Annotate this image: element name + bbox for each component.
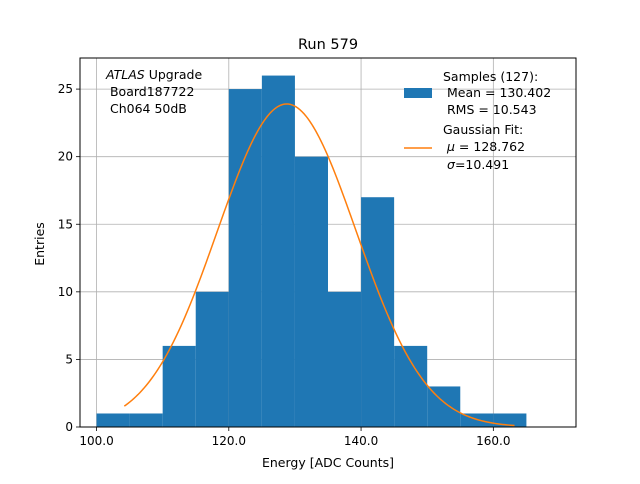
x-tick-label-3: 160.0: [476, 434, 510, 448]
y-tick-label-2: 10: [58, 285, 73, 299]
x-axis-label: Energy [ADC Counts]: [262, 455, 394, 470]
legend-sigma-value: =10.491: [455, 157, 509, 172]
legend: Samples (127): Mean = 130.402 RMS = 10.5…: [404, 69, 551, 172]
x-tick-label-0: 100.0: [79, 434, 113, 448]
histogram-bar-5: [261, 75, 295, 428]
legend-samples-mean: Mean = 130.402: [443, 85, 551, 100]
gaussian-fit-curve: [123, 103, 515, 427]
annotation-atlas: ATLAS: [105, 67, 145, 82]
x-tick-label-2: 140.0: [344, 434, 378, 448]
histogram-bar-8: [361, 197, 395, 427]
y-tick-label-1: 5: [65, 352, 73, 366]
histogram-bar-9: [394, 345, 428, 427]
y-tick-label-5: 25: [58, 82, 73, 96]
y-axis-label: Entries: [32, 222, 47, 266]
legend-fit-sigma: σ=10.491: [447, 157, 509, 172]
annotation-line-3: Ch064 50dB: [106, 101, 187, 116]
y-tick-label-4: 20: [58, 150, 73, 164]
y-tick-label-3: 15: [58, 217, 73, 231]
legend-samples-rms: RMS = 10.543: [443, 102, 537, 117]
plot-frame: [79, 57, 577, 428]
legend-fit-title: Gaussian Fit:: [443, 122, 523, 137]
histogram-bar-1: [129, 413, 163, 427]
histogram-bars: [96, 75, 527, 428]
axis-ticks: 100.0 120.0 140.0 160.0 0 5 10 15 20 25: [58, 82, 511, 448]
annotation-line-1: ATLAS Upgrade: [105, 67, 202, 82]
fit-curve-layer: [123, 103, 515, 427]
histogram-bar-10: [427, 386, 461, 427]
histogram-bar-7: [328, 291, 362, 427]
chart-title: Run 579: [298, 37, 358, 53]
atlas-annotation: ATLAS Upgrade Board187722 Ch064 50dB: [105, 67, 202, 116]
legend-fit-mu: μ = 128.762: [446, 139, 525, 154]
annotation-line-2: Board187722: [106, 84, 194, 99]
annotation-upgrade: Upgrade: [145, 67, 203, 82]
legend-samples-swatch: [404, 88, 432, 98]
histogram-bar-4: [228, 89, 262, 427]
legend-sigma-symbol: σ: [447, 157, 456, 172]
histogram-bar-0: [96, 413, 130, 427]
histogram-bar-2: [162, 345, 196, 427]
histogram-bar-6: [294, 156, 328, 427]
histogram-bar-3: [195, 291, 229, 427]
legend-samples-title: Samples (127):: [443, 69, 538, 84]
y-tick-label-0: 0: [65, 420, 73, 434]
x-tick-label-1: 120.0: [212, 434, 246, 448]
legend-mu-value: = 128.762: [455, 139, 525, 154]
legend-mu-symbol: μ: [446, 139, 455, 154]
